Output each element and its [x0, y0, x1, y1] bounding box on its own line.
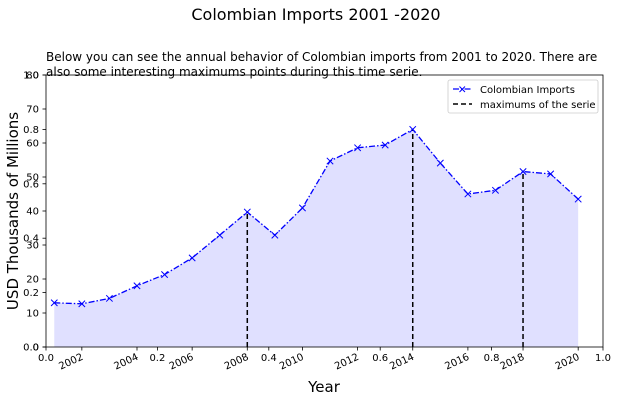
overlay-x-tick-label: 0.2 — [149, 353, 165, 364]
overlay-x-tick-label: 0.0 — [38, 353, 54, 364]
x-tick-label: 2010 — [278, 352, 306, 373]
overlay-x-tick-label: 0.6 — [372, 353, 388, 364]
legend-maximums-label: maximums of the serie — [480, 100, 596, 111]
x-tick-label: 2006 — [168, 352, 196, 373]
x-tick-label: 2004 — [113, 352, 141, 373]
data-point-marker — [491, 186, 500, 194]
legend: Colombian Imports maximums of the serie — [447, 79, 599, 114]
data-point-marker — [298, 204, 306, 212]
data-point-marker — [326, 157, 334, 165]
data-point-marker — [243, 208, 251, 216]
y-tick-label: 80 — [26, 71, 39, 82]
data-point-marker — [133, 282, 141, 290]
x-tick-label: 2012 — [333, 352, 361, 373]
overlay-y-tick-label: 0.0 — [23, 343, 39, 354]
overlay-x-tick-label: 1.0 — [595, 353, 611, 364]
data-point-marker — [188, 254, 196, 262]
legend-series-label: Colombian Imports — [480, 85, 575, 96]
data-point-marker — [271, 231, 279, 239]
x-tick-label: 2008 — [223, 352, 251, 373]
x-tick-label: 2018 — [499, 352, 527, 373]
overlay-y-tick-label: 0.6 — [23, 179, 39, 190]
chart-subtitle-line-2: also some interesting maximums points du… — [46, 65, 422, 79]
legend-box — [447, 79, 599, 114]
data-point-marker — [354, 144, 362, 152]
chart-title: Colombian Imports 2001 -2020 — [191, 5, 440, 24]
data-point-marker — [409, 125, 417, 133]
data-point-marker — [216, 231, 224, 239]
y-tick-label: 50 — [26, 173, 39, 184]
overlay-y-tick-label: 1.0 — [23, 71, 39, 82]
y-tick-label: 70 — [26, 105, 39, 116]
x-tick-label: 2020 — [554, 352, 582, 373]
overlay-y-tick-label: 0.8 — [23, 125, 39, 136]
y-axis-label: USD Thousands of Millions — [4, 112, 22, 310]
plot-area: 0 10 20 30 40 50 60 70 80 2002 2004 2006 2008 2010 201… — [23, 71, 611, 373]
x-tick-label: 2014 — [388, 352, 416, 373]
y-tick-label: 40 — [26, 207, 39, 218]
data-point-marker — [519, 168, 527, 176]
y-tick-label: 10 — [26, 309, 39, 320]
x-axis-label: Year — [307, 378, 341, 396]
chart-subtitle-line-1: Below you can see the annual behavior of… — [46, 50, 597, 64]
legend-series-marker — [459, 86, 466, 93]
x-tick-label: 2016 — [443, 352, 471, 373]
series-area-fill — [54, 129, 579, 347]
data-point-marker — [574, 195, 582, 203]
overlay-y-tick-label: 0.2 — [23, 288, 39, 299]
overlay-y-tick-label: 0.4 — [23, 234, 39, 245]
data-point-marker — [78, 300, 86, 308]
y-tick-label: 60 — [26, 139, 39, 150]
data-point-marker — [50, 299, 58, 307]
y-tick-label: 30 — [26, 241, 39, 252]
overlay-x-tick-label: 0.4 — [261, 353, 277, 364]
data-point-marker — [381, 141, 389, 149]
overlay-x-tick-label: 0.8 — [484, 353, 500, 364]
data-point-marker — [464, 190, 472, 198]
data-point-marker — [105, 294, 113, 302]
x-tick-label: 2002 — [57, 352, 85, 373]
data-point-marker — [161, 271, 169, 279]
data-point-marker — [547, 170, 555, 178]
data-point-marker — [436, 159, 444, 167]
y-tick-label: 0 — [33, 343, 39, 354]
y-tick-label: 20 — [26, 275, 39, 286]
